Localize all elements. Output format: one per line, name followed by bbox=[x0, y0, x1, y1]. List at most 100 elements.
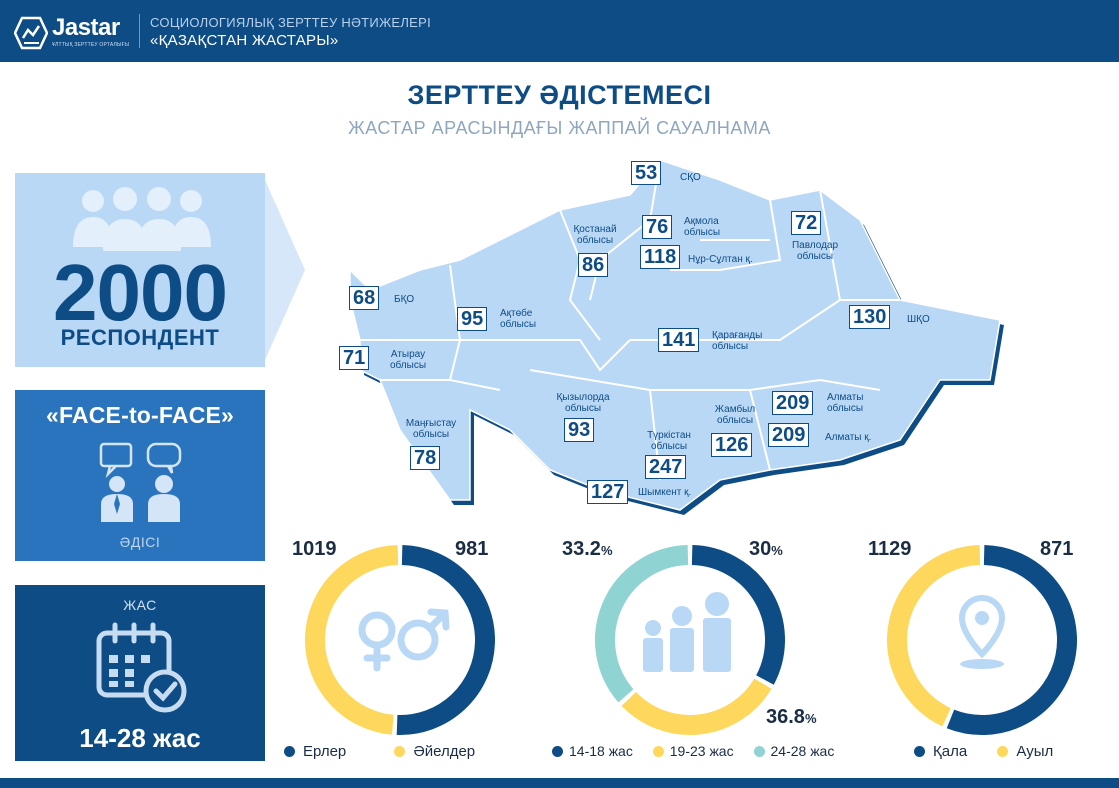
region-value-nursultan: 118 bbox=[640, 245, 681, 269]
legend-dot bbox=[652, 746, 664, 757]
region-name-kyzylorda: Қызылорда облысы bbox=[556, 392, 610, 414]
header-project-title: «ҚАЗАҚСТАН ЖАСТАРЫ» bbox=[150, 32, 339, 49]
calendar-check-icon bbox=[96, 622, 187, 713]
respondent-count: 2000 bbox=[53, 248, 228, 337]
region-value-shymkent: 127 bbox=[587, 480, 629, 504]
region-name-atyrau: Атырау облысы bbox=[389, 349, 427, 371]
age-donut-chart bbox=[595, 545, 785, 735]
value-label-age-24-28: 36.8% bbox=[766, 706, 817, 728]
legend-label: Қала bbox=[933, 743, 968, 760]
legend-label: 19-23 жас bbox=[669, 743, 734, 759]
jastar-logo-icon bbox=[14, 16, 48, 50]
arrow-pointer bbox=[265, 180, 305, 360]
map-borders bbox=[360, 159, 900, 481]
respondents-panel: 2000 РЕСПОНДЕНТ bbox=[15, 173, 265, 367]
method-title: «FACE-to-FACE» bbox=[45, 402, 235, 428]
brand-subtitle: ҰЛТТЫҚ ЗЕРТТЕУ ОРТАЛЫҒЫ bbox=[52, 42, 130, 48]
method-label: ӘДІСІ bbox=[119, 534, 161, 550]
page-title: ЗЕРТТЕУ ӘДІСТЕМЕСІ bbox=[407, 80, 712, 110]
region-name-kostanay: Қостанай облысы bbox=[573, 224, 617, 246]
region-name-shymkent: Шымкент қ. bbox=[638, 487, 692, 498]
donut-segment-2 bbox=[621, 678, 772, 735]
region-value-sko: 53 bbox=[631, 161, 662, 185]
age-panel: ЖАС 14-28 жас bbox=[15, 585, 265, 761]
header-caption: СОЦИОЛОГИЯЛЫҚ ЗЕРТТЕУ НӘТИЖЕЛЕРІ bbox=[150, 15, 432, 30]
region-name-akmola: Ақмола облысы bbox=[684, 216, 721, 238]
region-value-turkistan: 247 bbox=[645, 455, 687, 479]
region-value-pavlodar: 72 bbox=[791, 211, 822, 235]
region-name-mangystau: Маңғыстау облысы bbox=[405, 418, 457, 440]
value-label-males: 1019 bbox=[292, 538, 337, 560]
gender-symbols-icon bbox=[358, 608, 450, 672]
donut-segment-1 bbox=[396, 545, 495, 735]
settlement-donut-chart bbox=[887, 545, 1077, 735]
map-pin-icon bbox=[958, 594, 1006, 669]
value-label-age-14-18: 33.2% bbox=[562, 538, 613, 560]
value-label-urban: 1129 bbox=[868, 538, 912, 560]
legend-dot bbox=[753, 746, 765, 757]
legend-label: Әйелдер bbox=[413, 743, 476, 760]
region-value-aktobe: 95 bbox=[457, 307, 488, 331]
region-value-kyzylorda: 93 bbox=[564, 418, 595, 442]
page-subtitle: ЖАСТАР АРАСЫНДАҒЫ ЖАППАЙ САУАЛНАМА bbox=[348, 118, 771, 138]
legend-label: 14-18 жас bbox=[569, 743, 633, 759]
value-label-rural: 871 bbox=[1040, 538, 1074, 560]
region-value-bko: 68 bbox=[349, 286, 380, 310]
region-name-almaty-region: Алматы облысы bbox=[827, 392, 864, 414]
region-name-bko: БҚО bbox=[394, 294, 415, 305]
legend-dot bbox=[914, 746, 925, 757]
header-divider bbox=[139, 14, 140, 48]
header-bar: Jastar ҰЛТТЫҚ ЗЕРТТЕУ ОРТАЛЫҒЫ СОЦИОЛОГИ… bbox=[0, 0, 1119, 62]
legend-dot bbox=[394, 746, 406, 757]
legend-item-age-14-18: 14-18 жас bbox=[552, 743, 633, 759]
footer-bar bbox=[0, 778, 1119, 788]
region-name-nursultan: Нұр-Сұлтан қ. bbox=[688, 254, 753, 265]
legend-item-females: Әйелдер bbox=[394, 743, 475, 760]
region-value-almaty-region: 209 bbox=[772, 391, 814, 415]
region-name-zhambyl: Жамбыл облысы bbox=[714, 404, 756, 426]
region-value-atyrau: 71 bbox=[339, 346, 370, 370]
value-label-age-19-23: 30% bbox=[749, 538, 783, 560]
region-name-aktobe: Ақтөбе облысы bbox=[500, 308, 537, 330]
legend-item-age-19-23: 19-23 жас bbox=[652, 743, 734, 759]
donut-segment-1 bbox=[946, 545, 1077, 735]
legend-dot bbox=[997, 746, 1009, 757]
legend-item-age-24-28: 24-28 жас bbox=[753, 743, 835, 759]
age-range: 14-28 жас bbox=[79, 723, 201, 753]
age-legend: 14-18 жас 19-23 жас 24-28 жас bbox=[552, 743, 850, 759]
gender-legend: Ерлер Әйелдер bbox=[284, 743, 491, 760]
donut-segment-2 bbox=[887, 545, 981, 727]
region-value-mangystau: 78 bbox=[410, 446, 441, 470]
region-name-karaganda: Қарағанды облысы bbox=[712, 330, 763, 352]
legend-dot bbox=[284, 746, 295, 757]
region-name-sko: СҚО bbox=[680, 172, 701, 183]
region-value-karaganda: 141 bbox=[658, 328, 700, 352]
legend-label: Ауыл bbox=[1016, 743, 1054, 760]
value-label-females: 981 bbox=[455, 538, 489, 560]
region-name-vko: ШҚО bbox=[907, 314, 930, 325]
legend-label: 24-28 жас bbox=[770, 743, 835, 759]
legend-dot bbox=[552, 746, 563, 757]
legend-item-urban: Қала bbox=[914, 743, 967, 760]
donut-segment-3 bbox=[595, 545, 689, 703]
interview-icon bbox=[99, 442, 182, 522]
family-icon bbox=[643, 592, 731, 672]
settlement-legend: Қала Ауыл bbox=[914, 743, 1069, 760]
method-panel: «FACE-to-FACE» ӘДІСІ bbox=[15, 390, 265, 561]
respondent-label: РЕСПОНДЕНТ bbox=[60, 325, 220, 350]
region-value-vko: 130 bbox=[849, 305, 891, 329]
region-value-kostanay: 86 bbox=[578, 253, 609, 277]
region-name-pavlodar: Павлодар облысы bbox=[791, 240, 839, 262]
brand-name: Jastar bbox=[52, 14, 120, 41]
legend-label: Ерлер bbox=[303, 743, 347, 760]
legend-item-males: Ерлер bbox=[284, 743, 346, 760]
age-label: ЖАС bbox=[123, 597, 157, 613]
donut-segment-2 bbox=[305, 545, 399, 735]
region-value-almaty-city: 209 bbox=[768, 423, 810, 447]
people-group-icon bbox=[73, 187, 211, 251]
region-name-turkistan: Түркістан облысы bbox=[647, 430, 691, 452]
gender-donut-chart bbox=[305, 545, 495, 735]
region-value-akmola: 76 bbox=[642, 215, 673, 239]
donut-segment-1 bbox=[691, 545, 785, 685]
region-name-almaty-city: Алматы қ. bbox=[825, 432, 872, 443]
